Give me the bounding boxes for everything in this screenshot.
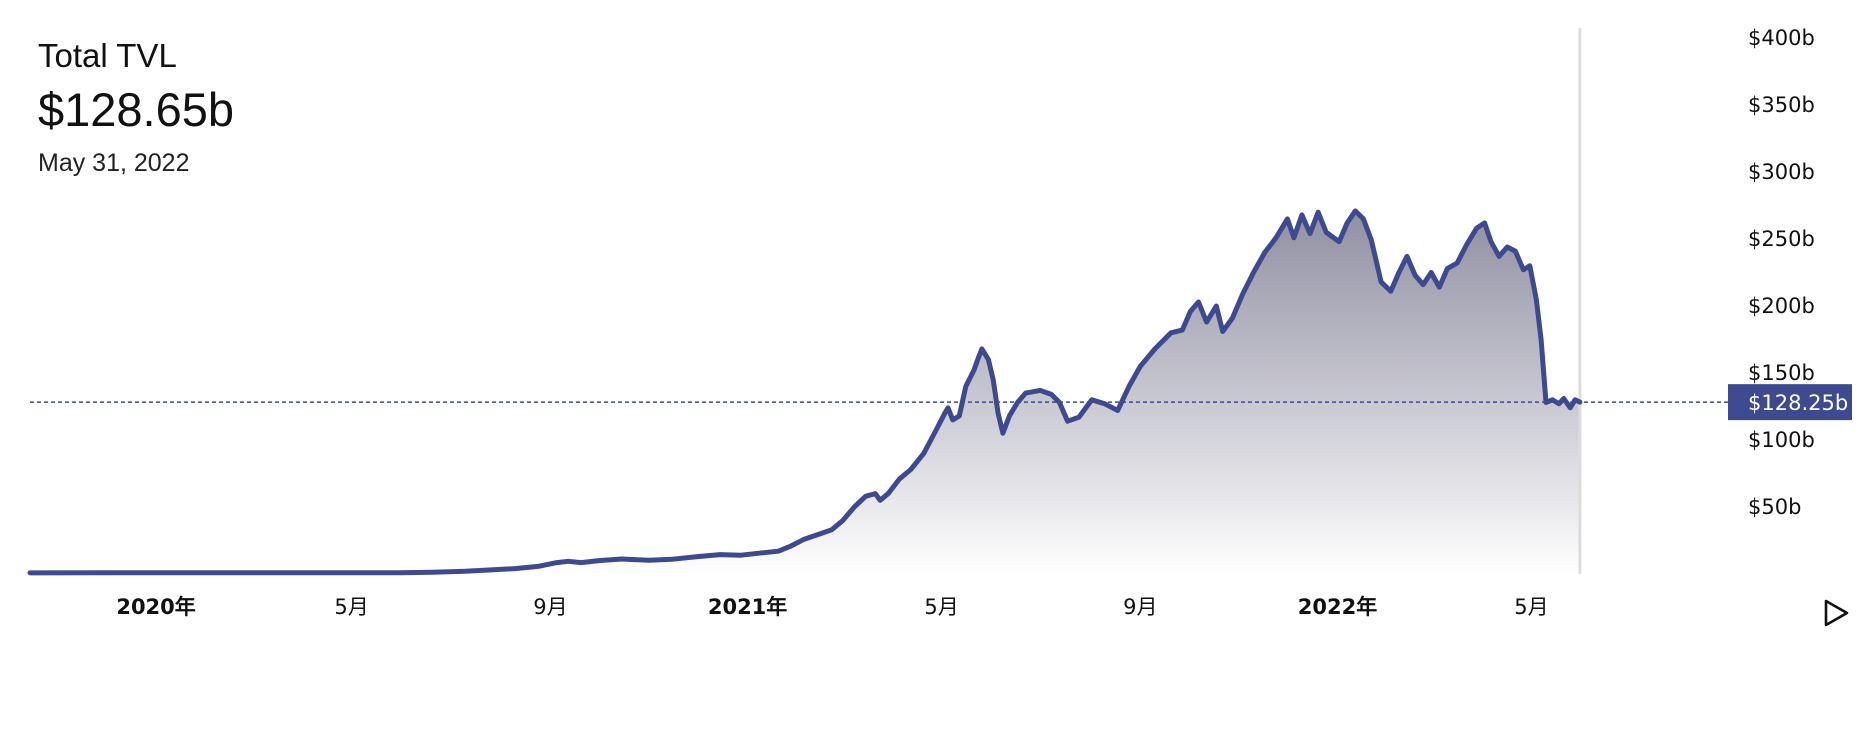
x-tick-label: 5月 xyxy=(334,595,368,619)
x-tick-label: 2021年 xyxy=(708,595,787,619)
x-tick-label: 2020年 xyxy=(116,595,195,619)
tvl-value: $128.65b xyxy=(38,83,235,136)
y-tick-label: $400b xyxy=(1748,26,1815,50)
header: Total TVL $128.65b May 31, 2022 xyxy=(38,34,234,180)
x-tick-label: 2022年 xyxy=(1298,595,1377,619)
x-tick-label: 5月 xyxy=(924,595,958,619)
y-tick-label: $150b xyxy=(1748,361,1815,385)
x-tick-label: 9月 xyxy=(1123,595,1157,619)
y-tick-label: $100b xyxy=(1748,428,1815,452)
tvl-date: May 31, 2022 xyxy=(38,149,190,177)
y-tick-label: $250b xyxy=(1748,227,1815,251)
price-label-text: $128.25b xyxy=(1748,391,1848,415)
price-label-box xyxy=(1728,384,1852,421)
y-tick-label: $350b xyxy=(1748,93,1815,117)
series-line xyxy=(27,208,1583,576)
series-area xyxy=(30,210,1580,574)
x-tick-label: 9月 xyxy=(533,595,567,619)
y-tick-label: $300b xyxy=(1748,160,1815,184)
y-tick-label: $200b xyxy=(1748,294,1815,318)
y-tick-label: $50b xyxy=(1748,495,1801,519)
x-tick-label: 5月 xyxy=(1514,595,1548,619)
chart-title: Total TVL xyxy=(38,37,177,74)
play-button[interactable] xyxy=(1819,596,1853,630)
play-triangle-icon xyxy=(1824,599,1849,627)
